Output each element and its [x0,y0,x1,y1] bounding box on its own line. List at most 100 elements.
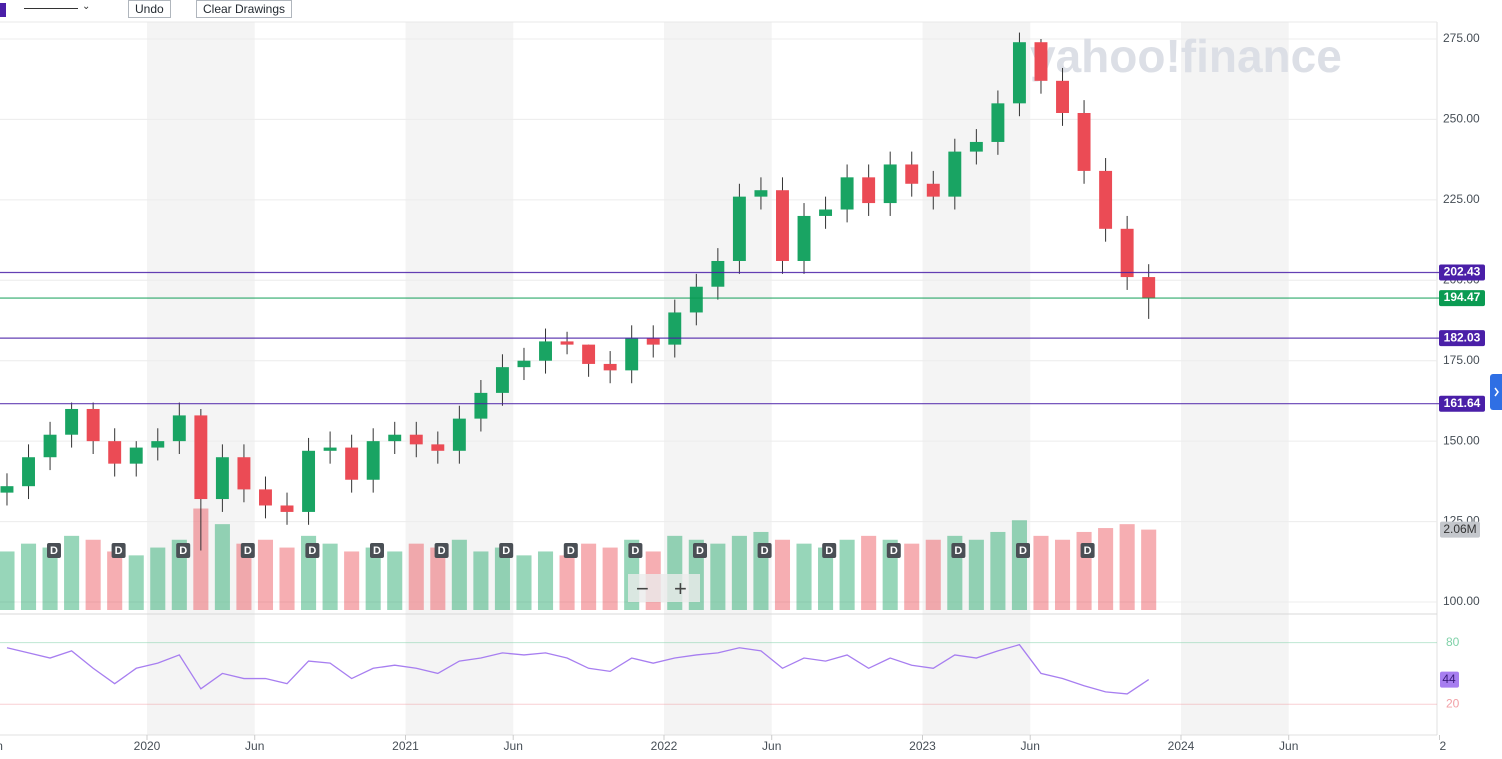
volume-label-bg [1440,521,1480,538]
volume-bar [1011,520,1027,610]
candle-body [280,505,294,512]
dividend-marker-bg [886,543,901,558]
volume-bar [968,539,984,610]
candle-body [22,457,35,487]
candle-body [582,344,596,364]
volume-bar [1033,535,1049,610]
price-label: 202.43 [1444,265,1481,279]
candle-body [1077,112,1091,171]
dividend-marker-bg [176,543,191,558]
candle-body [0,486,14,493]
candle-body [711,260,725,287]
volume-bar [193,508,209,610]
candle-body [366,441,380,480]
volume-bar [279,547,295,610]
volume-bar [408,543,424,610]
zoom-in-button[interactable]: + [674,576,687,601]
dividend-marker-bg [628,543,643,558]
candle-body [323,447,337,451]
dividend-marker-bg [370,543,384,558]
candle-body [560,341,574,345]
dividend-marker: D [438,545,446,557]
candle-body [603,363,617,371]
volume-bar [214,524,230,610]
dividend-marker-bg [305,543,320,558]
dividend-marker-bg [693,543,707,558]
zoom-out-button[interactable]: − [636,576,649,601]
x-tick-label: 2 [1440,739,1447,753]
price-label: 161.64 [1444,396,1481,410]
candle-body [86,408,100,442]
x-tick-label: 2022 [651,739,678,753]
dividend-marker: D [631,545,639,557]
dividend-marker: D [115,545,123,557]
y-tick-label: 225.00 [1443,192,1480,206]
candle-body [776,190,789,261]
dividend-marker-bg [499,543,514,558]
candle-body [668,312,682,345]
candle-body [302,450,316,512]
x-tick-label: 2024 [1168,739,1195,753]
candle-body [1056,80,1069,113]
dividend-marker: D [308,545,316,557]
dividend-marker-bg [822,543,837,558]
x-tick-label: Jun [1279,739,1298,753]
undo-button[interactable]: Undo [128,0,171,18]
volume-bar [1119,524,1135,610]
price-label: 194.47 [1444,290,1481,304]
x-tick-label: 2023 [909,739,936,753]
volume-bar [344,551,360,610]
expand-panel-button[interactable] [1490,374,1502,410]
zoom-controls: − + [628,574,700,602]
volume-bar [64,535,80,610]
color-swatch[interactable] [0,3,6,17]
rsi-line [6,643,1150,695]
volume-bar [365,547,381,610]
dividend-marker-bg [563,543,578,558]
line-style-select[interactable]: ⌄ [24,1,92,16]
volume-bar [990,531,1006,610]
candle-body [431,444,445,451]
volume-bar [150,547,166,610]
candle-body [237,457,251,490]
volume-bar [473,551,489,610]
dividend-marker: D [1084,545,1092,557]
candle-body [474,392,488,419]
period-shade [147,22,255,735]
volume-bar [494,547,510,610]
rsi-label-bg [1440,671,1459,688]
dividend-marker-bg [757,543,772,558]
volume-bar [257,539,274,610]
volume-bar [85,539,101,610]
candle-body [215,457,229,500]
candle-body [452,418,466,451]
volume-bar [236,543,252,610]
candle-body [948,151,962,197]
volume-bar [559,555,575,610]
candle-body [905,164,919,184]
volume-bar [774,539,791,610]
y-tick-label: 250.00 [1443,112,1480,126]
price-label-bg [1439,330,1485,347]
watermark: yahoo!finance [1030,30,1342,82]
chevron-icon [1494,387,1499,397]
volume-bar [925,539,941,610]
candle-body [840,177,854,210]
dividend-marker-bg [951,543,966,558]
candle-body [108,441,122,464]
x-tick-label: 2021 [392,739,419,753]
dividend-marker-bg [47,543,61,558]
price-label: 182.03 [1444,330,1481,344]
x-tick-label: Jun [762,739,781,753]
dividend-marker: D [1019,545,1027,557]
candle-body [151,441,165,448]
volume-bar [861,535,877,610]
clear-drawings-button[interactable]: Clear Drawings [196,0,293,18]
y-tick-label: 175.00 [1443,353,1480,367]
candle-body [495,367,509,393]
candle-body [1012,42,1026,104]
dividend-marker: D [244,545,252,557]
toolbar: ⌄ Undo Clear Drawings [0,0,1502,20]
dividend-marker-bg [1080,543,1095,558]
